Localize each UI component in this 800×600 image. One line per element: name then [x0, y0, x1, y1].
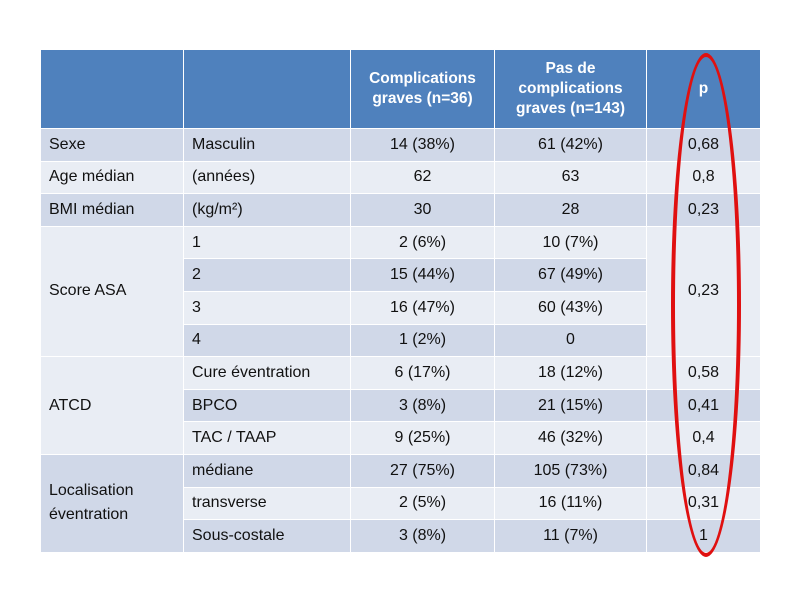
header-p-value: p: [646, 49, 761, 129]
value-complications: 2 (5%): [350, 486, 495, 521]
row-label: ATCD: [40, 356, 184, 455]
value-no-complications: 61 (42%): [494, 128, 647, 162]
table-row: BMI médian (kg/m²) 30 28 0,23: [40, 193, 761, 227]
value-complications: 30: [350, 193, 495, 227]
table-header-row: Complications graves (n=36) Pas de compl…: [40, 49, 761, 129]
p-value: 0,58: [646, 356, 761, 390]
row-sublabel: médiane: [183, 453, 351, 488]
value-complications: 62: [350, 160, 495, 195]
value-complications: 6 (17%): [350, 356, 495, 390]
table-row: Sexe Masculin 14 (38%) 61 (42%) 0,68: [40, 128, 761, 162]
row-sublabel: transverse: [183, 486, 351, 521]
value-no-complications: 63: [494, 160, 647, 195]
value-no-complications: 28: [494, 193, 647, 227]
row-sublabel: Sous-costale: [183, 519, 351, 553]
table-row: BPCO 3 (8%) 21 (15%) 0,41: [41, 388, 761, 423]
p-value: 0,31: [646, 486, 761, 521]
p-value: 0,41: [646, 388, 761, 423]
table-row: 4 1 (2%) 0: [41, 323, 761, 358]
row-sublabel: 1: [183, 225, 351, 260]
value-no-complications: 60 (43%): [494, 290, 647, 325]
value-complications: 3 (8%): [350, 519, 495, 553]
table-row: ATCD Cure éventration 6 (17%) 18 (12%) 0…: [40, 356, 761, 455]
value-complications: 14 (38%): [350, 128, 495, 162]
value-no-complications: 16 (11%): [494, 486, 647, 521]
results-table: Complications graves (n=36) Pas de compl…: [40, 49, 761, 553]
value-complications: 3 (8%): [350, 388, 495, 423]
value-complications: 27 (75%): [350, 453, 495, 488]
p-value: 0,23: [646, 193, 761, 227]
p-value: 0,8: [646, 160, 761, 195]
row-label: Sexe: [40, 128, 184, 162]
table-row: 3 16 (47%) 60 (43%): [41, 290, 761, 325]
header-empty-1: [40, 49, 184, 129]
p-value: 1: [646, 519, 761, 553]
value-no-complications: 105 (73%): [494, 453, 647, 488]
row-sublabel: TAC / TAAP: [183, 421, 351, 455]
header-empty-2: [183, 49, 351, 129]
row-sublabel: (années): [183, 160, 351, 195]
value-no-complications: 18 (12%): [494, 356, 647, 390]
value-no-complications: 0: [494, 323, 647, 358]
value-no-complications: 46 (32%): [494, 421, 647, 455]
row-label: BMI médian: [40, 193, 184, 227]
table-row: transverse 2 (5%) 16 (11%) 0,31: [41, 486, 761, 521]
header-no-complications: Pas de complications graves (n=143): [494, 49, 647, 129]
row-sublabel: (kg/m²): [183, 193, 351, 227]
value-complications: 9 (25%): [350, 421, 495, 455]
table-row: 2 15 (44%) 67 (49%): [41, 258, 761, 292]
p-value: 0,84: [646, 453, 761, 488]
value-no-complications: 11 (7%): [494, 519, 647, 553]
value-complications: 2 (6%): [350, 225, 495, 260]
row-sublabel: BPCO: [183, 388, 351, 423]
row-label: Localisation éventration: [40, 453, 184, 553]
value-no-complications: 67 (49%): [494, 258, 647, 292]
row-label: Score ASA: [40, 225, 184, 358]
row-sublabel: 4: [183, 323, 351, 358]
table-row: TAC / TAAP 9 (25%) 46 (32%) 0,4: [41, 421, 761, 455]
table-row: Age médian (années) 62 63 0,8: [40, 160, 761, 195]
row-sublabel: Masculin: [183, 128, 351, 162]
value-no-complications: 10 (7%): [494, 225, 647, 260]
table-row: Localisation éventration médiane 27 (75%…: [40, 453, 761, 553]
table-row: Sous-costale 3 (8%) 11 (7%) 1: [41, 519, 761, 553]
row-label: Age médian: [40, 160, 184, 195]
p-value: 0,68: [646, 128, 761, 162]
value-complications: 15 (44%): [350, 258, 495, 292]
value-no-complications: 21 (15%): [494, 388, 647, 423]
row-sublabel: 3: [183, 290, 351, 325]
value-complications: 16 (47%): [350, 290, 495, 325]
header-complications: Complications graves (n=36): [350, 49, 495, 129]
value-complications: 1 (2%): [350, 323, 495, 358]
p-value: 0,23: [646, 225, 761, 358]
row-sublabel: Cure éventration: [183, 356, 351, 390]
row-sublabel: 2: [183, 258, 351, 292]
table-row: Score ASA 1 2 (6%) 10 (7%) 0,23: [40, 225, 761, 358]
p-value: 0,4: [646, 421, 761, 455]
